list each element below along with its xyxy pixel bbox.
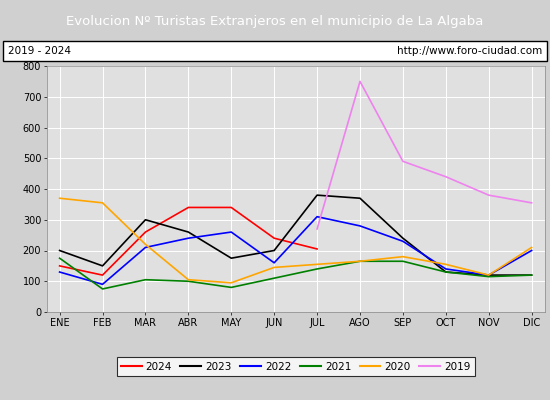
Legend: 2024, 2023, 2022, 2021, 2020, 2019: 2024, 2023, 2022, 2021, 2020, 2019	[117, 357, 475, 376]
Text: 2019 - 2024: 2019 - 2024	[8, 46, 72, 56]
Text: Evolucion Nº Turistas Extranjeros en el municipio de La Algaba: Evolucion Nº Turistas Extranjeros en el …	[67, 14, 483, 28]
FancyBboxPatch shape	[3, 41, 547, 61]
Text: http://www.foro-ciudad.com: http://www.foro-ciudad.com	[397, 46, 542, 56]
